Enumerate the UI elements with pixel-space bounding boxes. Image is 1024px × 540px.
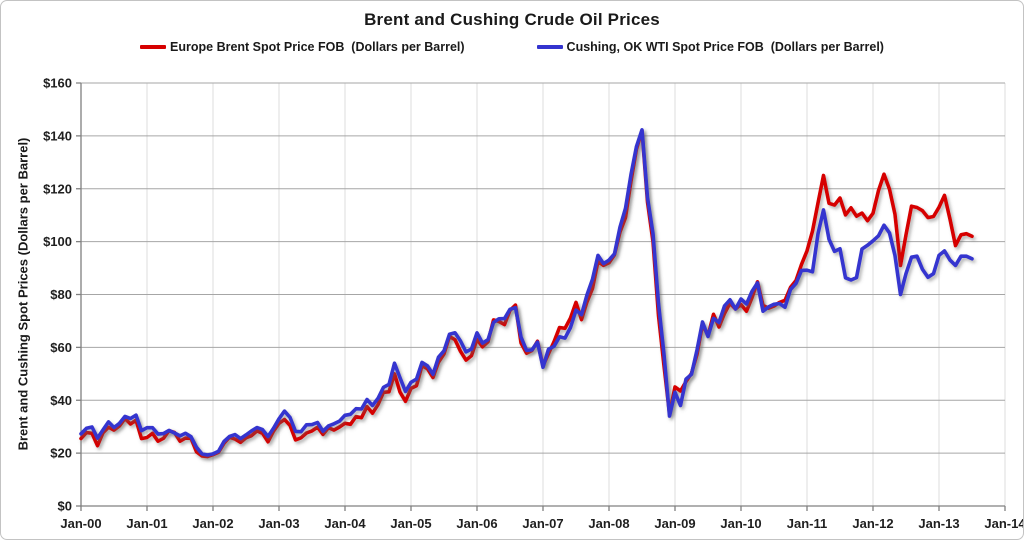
x-tick-label: Jan-03 <box>258 516 299 531</box>
x-tick-label: Jan-07 <box>522 516 563 531</box>
x-tick-label: Jan-02 <box>192 516 233 531</box>
y-tick-label: $100 <box>43 234 72 249</box>
legend-label-wti: Cushing, OK WTI Spot Price FOB (Dollars … <box>566 40 884 54</box>
x-tick-label: Jan-09 <box>654 516 695 531</box>
x-tick-label: Jan-06 <box>456 516 497 531</box>
y-tick-label: $140 <box>43 128 72 143</box>
x-tick-label: Jan-11 <box>787 516 827 531</box>
x-tick-label: Jan-14 <box>984 516 1024 531</box>
legend: Europe Brent Spot Price FOB (Dollars per… <box>1 40 1023 54</box>
x-tick-label: Jan-00 <box>60 516 101 531</box>
legend-item-brent: Europe Brent Spot Price FOB (Dollars per… <box>140 40 465 54</box>
y-tick-label: $80 <box>50 287 72 302</box>
x-tick-label: Jan-04 <box>324 516 366 531</box>
chart-title: Brent and Cushing Crude Oil Prices <box>364 10 660 29</box>
y-tick-label: $160 <box>43 76 72 91</box>
y-tick-label: $40 <box>50 393 72 408</box>
x-tick-label: Jan-13 <box>918 516 959 531</box>
x-tick-label: Jan-01 <box>126 516 167 531</box>
legend-label-brent: Europe Brent Spot Price FOB (Dollars per… <box>170 40 465 54</box>
brent-line-swatch <box>140 45 167 49</box>
y-tick-label: $60 <box>50 340 72 355</box>
x-tick-label: Jan-05 <box>390 516 431 531</box>
legend-item-wti: Cushing, OK WTI Spot Price FOB (Dollars … <box>536 40 884 54</box>
x-tick-label: Jan-12 <box>852 516 893 531</box>
brent-series-line <box>79 128 974 459</box>
y-tick-label: $120 <box>43 181 72 196</box>
x-tick-label: Jan-08 <box>588 516 629 531</box>
y-tick-label: $0 <box>58 499 72 514</box>
x-tick-label: Jan-10 <box>720 516 761 531</box>
y-tick-label: $20 <box>50 446 72 461</box>
wti-series-line <box>79 128 974 457</box>
wti-line-swatch <box>536 45 563 49</box>
